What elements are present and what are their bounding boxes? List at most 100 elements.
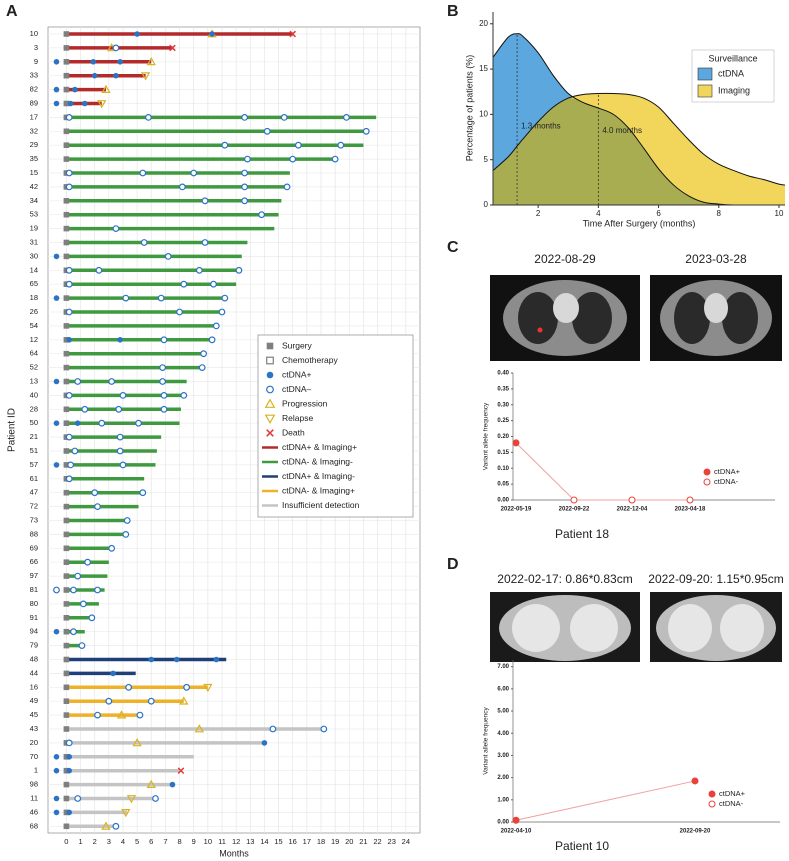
event-marker bbox=[201, 197, 209, 205]
event-marker bbox=[63, 489, 70, 496]
event-marker bbox=[53, 795, 60, 802]
event-marker bbox=[63, 295, 70, 301]
event-marker bbox=[263, 127, 271, 135]
legend-symbol bbox=[266, 342, 274, 350]
ct-lung bbox=[674, 292, 710, 344]
event-marker bbox=[115, 405, 123, 413]
event-marker bbox=[53, 295, 60, 301]
event-marker bbox=[135, 419, 142, 427]
ct-lung bbox=[572, 292, 612, 344]
event-marker bbox=[66, 767, 73, 774]
event-marker bbox=[63, 573, 70, 579]
event-marker bbox=[53, 59, 60, 65]
ct-lung bbox=[722, 292, 758, 344]
legend-label: Surgery bbox=[282, 340, 313, 350]
event-marker bbox=[241, 183, 249, 191]
event-marker bbox=[125, 683, 133, 691]
event-marker bbox=[53, 809, 60, 816]
event-marker bbox=[65, 280, 73, 288]
event-marker bbox=[63, 587, 70, 593]
event-marker bbox=[176, 308, 183, 316]
event-marker bbox=[63, 823, 70, 830]
x-tick-label: 24 bbox=[402, 837, 410, 846]
event-marker bbox=[210, 280, 217, 288]
event-marker bbox=[94, 586, 101, 594]
event-marker bbox=[63, 795, 70, 802]
event-marker bbox=[173, 656, 180, 663]
y-tick-label: 80 bbox=[30, 599, 38, 608]
event-marker bbox=[108, 378, 116, 385]
y-tick-label: 40 bbox=[30, 390, 38, 399]
y-tick-label: 12 bbox=[30, 335, 38, 344]
x-tick-label: 2023-04-18 bbox=[675, 507, 706, 513]
vaf-point bbox=[512, 439, 520, 447]
event-marker bbox=[63, 156, 70, 162]
vaf-point bbox=[691, 777, 699, 785]
event-marker bbox=[53, 420, 60, 427]
legend-label: ctDNA- & Imaging- bbox=[282, 456, 353, 466]
event-marker bbox=[157, 294, 165, 302]
event-marker bbox=[289, 155, 297, 163]
legend-label: Insufficient detection bbox=[282, 500, 360, 510]
y-tick-label: 29 bbox=[30, 140, 38, 149]
event-marker bbox=[67, 461, 75, 469]
event-marker bbox=[337, 141, 345, 149]
event-marker bbox=[241, 197, 249, 205]
event-marker bbox=[65, 169, 73, 177]
y-tick-label: 48 bbox=[30, 654, 38, 663]
x-tick-label: 16 bbox=[289, 837, 297, 846]
legend-label: ctDNA- bbox=[714, 477, 739, 486]
y-axis-title: Variant allele frequency bbox=[483, 707, 490, 775]
event-marker bbox=[79, 600, 87, 608]
event-marker bbox=[97, 100, 107, 109]
event-marker bbox=[53, 586, 60, 594]
y-tick-label: 43 bbox=[30, 724, 38, 733]
x-tick-label: 2022-09-20 bbox=[680, 829, 711, 835]
event-marker bbox=[105, 697, 113, 705]
event-marker bbox=[63, 239, 70, 246]
y-tick-label: 14 bbox=[30, 265, 38, 274]
panel-letter: B bbox=[447, 3, 459, 20]
x-tick-label: 10 bbox=[775, 209, 784, 218]
event-marker bbox=[91, 72, 98, 79]
event-marker bbox=[147, 697, 155, 705]
event-marker bbox=[112, 225, 120, 233]
density-curve bbox=[492, 92, 786, 186]
y-tick-label: 30 bbox=[30, 251, 38, 260]
event-marker bbox=[63, 31, 70, 37]
event-marker bbox=[116, 433, 124, 441]
event-marker bbox=[94, 711, 101, 719]
event-marker bbox=[63, 225, 70, 232]
y-tick-label: 7.00 bbox=[497, 664, 509, 670]
ct-lung bbox=[570, 604, 618, 652]
event-marker bbox=[148, 656, 155, 663]
event-marker bbox=[91, 489, 99, 497]
y-tick-label: 72 bbox=[30, 502, 38, 511]
y-tick-label: 18 bbox=[30, 293, 38, 302]
event-marker bbox=[221, 141, 229, 149]
y-tick-label: 94 bbox=[30, 627, 38, 636]
event-marker bbox=[53, 253, 60, 260]
event-marker bbox=[65, 739, 73, 747]
y-tick-label: 15 bbox=[479, 64, 488, 73]
legend-title: Surveillance bbox=[708, 53, 757, 63]
event-marker bbox=[152, 795, 159, 802]
event-marker bbox=[160, 336, 168, 344]
event-marker bbox=[122, 531, 130, 538]
event-marker bbox=[65, 475, 73, 483]
x-tick-label: 10 bbox=[204, 837, 212, 846]
x-tick-label: 15 bbox=[274, 837, 282, 846]
event-marker bbox=[53, 462, 60, 468]
image-caption: 2022-09-20: 1.15*0.95cm bbox=[648, 572, 783, 586]
y-tick-label: 15 bbox=[30, 168, 38, 177]
event-marker bbox=[362, 127, 370, 135]
legend-symbol bbox=[708, 790, 716, 798]
event-marker bbox=[63, 545, 70, 552]
chart-title: Patient 10 bbox=[555, 839, 609, 853]
legend-label: ctDNA- bbox=[719, 799, 744, 808]
x-tick-label: 8 bbox=[177, 837, 181, 846]
y-tick-label: 82 bbox=[30, 85, 38, 94]
event-marker bbox=[169, 44, 176, 52]
y-tick-label: 47 bbox=[30, 488, 38, 497]
event-marker bbox=[132, 738, 142, 747]
